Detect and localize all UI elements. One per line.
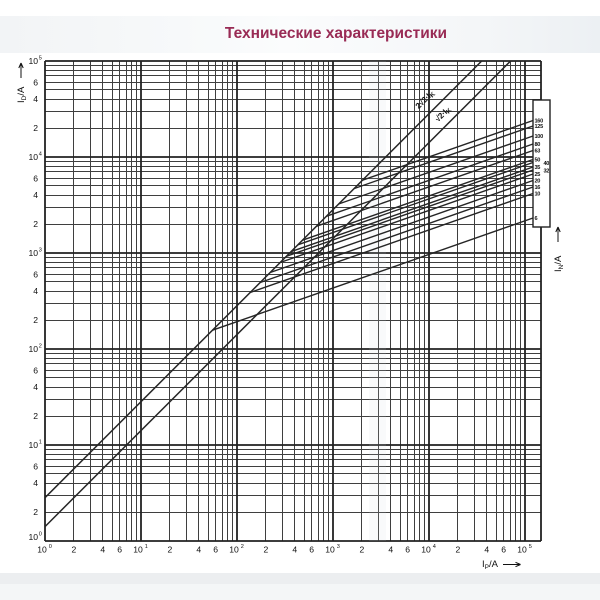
svg-text:10: 10 <box>28 440 38 450</box>
svg-text:40: 40 <box>544 161 550 167</box>
svg-text:6: 6 <box>213 545 218 555</box>
svg-text:6: 6 <box>309 545 314 555</box>
svg-text:2: 2 <box>39 344 42 350</box>
svg-text:10: 10 <box>28 532 38 542</box>
svg-text:25: 25 <box>535 172 541 178</box>
svg-text:160: 160 <box>535 118 544 124</box>
svg-text:2: 2 <box>33 507 38 517</box>
svg-text:32: 32 <box>544 169 550 175</box>
svg-text:5: 5 <box>39 56 42 62</box>
svg-text:35: 35 <box>535 165 541 171</box>
svg-text:10: 10 <box>28 152 38 162</box>
svg-text:4: 4 <box>100 545 105 555</box>
svg-text:2: 2 <box>33 411 38 421</box>
svg-text:6: 6 <box>535 216 538 222</box>
svg-text:2: 2 <box>360 545 365 555</box>
svg-text:2: 2 <box>33 123 38 133</box>
svg-text:IP/A: IP/A <box>482 559 499 571</box>
svg-text:100: 100 <box>535 134 544 140</box>
svg-text:2: 2 <box>264 545 269 555</box>
svg-text:10: 10 <box>28 344 38 354</box>
svg-text:6: 6 <box>33 365 38 375</box>
svg-text:4: 4 <box>33 382 38 392</box>
svg-text:10: 10 <box>229 545 239 555</box>
svg-text:6: 6 <box>405 545 410 555</box>
svg-text:125: 125 <box>535 124 544 130</box>
svg-text:4: 4 <box>33 94 38 104</box>
svg-text:6: 6 <box>33 269 38 279</box>
svg-text:5: 5 <box>529 544 532 550</box>
svg-text:4: 4 <box>484 545 489 555</box>
svg-text:3: 3 <box>39 248 42 254</box>
svg-text:10: 10 <box>133 545 143 555</box>
svg-text:2: 2 <box>241 544 244 550</box>
svg-text:3: 3 <box>337 544 340 550</box>
svg-text:IN/A: IN/A <box>553 255 565 272</box>
svg-text:6: 6 <box>33 173 38 183</box>
svg-text:4: 4 <box>433 544 436 550</box>
svg-text:6: 6 <box>117 545 122 555</box>
svg-text:10: 10 <box>517 545 527 555</box>
svg-text:6: 6 <box>33 461 38 471</box>
svg-text:4: 4 <box>33 478 38 488</box>
svg-text:2: 2 <box>72 545 77 555</box>
svg-text:6: 6 <box>33 77 38 87</box>
svg-text:10: 10 <box>28 56 38 66</box>
svg-text:2: 2 <box>33 315 38 325</box>
svg-text:6: 6 <box>501 545 506 555</box>
svg-text:4: 4 <box>388 545 393 555</box>
svg-text:50: 50 <box>535 157 541 163</box>
svg-text:ID/A: ID/A <box>16 86 28 103</box>
svg-text:4: 4 <box>33 190 38 200</box>
svg-text:10: 10 <box>535 191 541 197</box>
svg-text:2: 2 <box>33 219 38 229</box>
svg-text:4: 4 <box>39 152 42 158</box>
svg-text:80: 80 <box>535 142 541 148</box>
svg-text:10: 10 <box>37 545 47 555</box>
svg-text:2: 2 <box>168 545 173 555</box>
svg-text:16: 16 <box>535 185 541 191</box>
svg-text:10: 10 <box>421 545 431 555</box>
svg-text:1: 1 <box>145 544 148 550</box>
svg-text:4: 4 <box>33 286 38 296</box>
svg-text:20: 20 <box>535 178 541 184</box>
svg-text:10: 10 <box>325 545 335 555</box>
svg-text:2: 2 <box>456 545 461 555</box>
svg-text:10: 10 <box>28 248 38 258</box>
svg-text:0: 0 <box>39 532 42 538</box>
svg-text:4: 4 <box>196 545 201 555</box>
svg-text:4: 4 <box>292 545 297 555</box>
svg-text:0: 0 <box>49 544 52 550</box>
svg-text:1: 1 <box>39 440 42 446</box>
svg-text:63: 63 <box>535 148 541 154</box>
